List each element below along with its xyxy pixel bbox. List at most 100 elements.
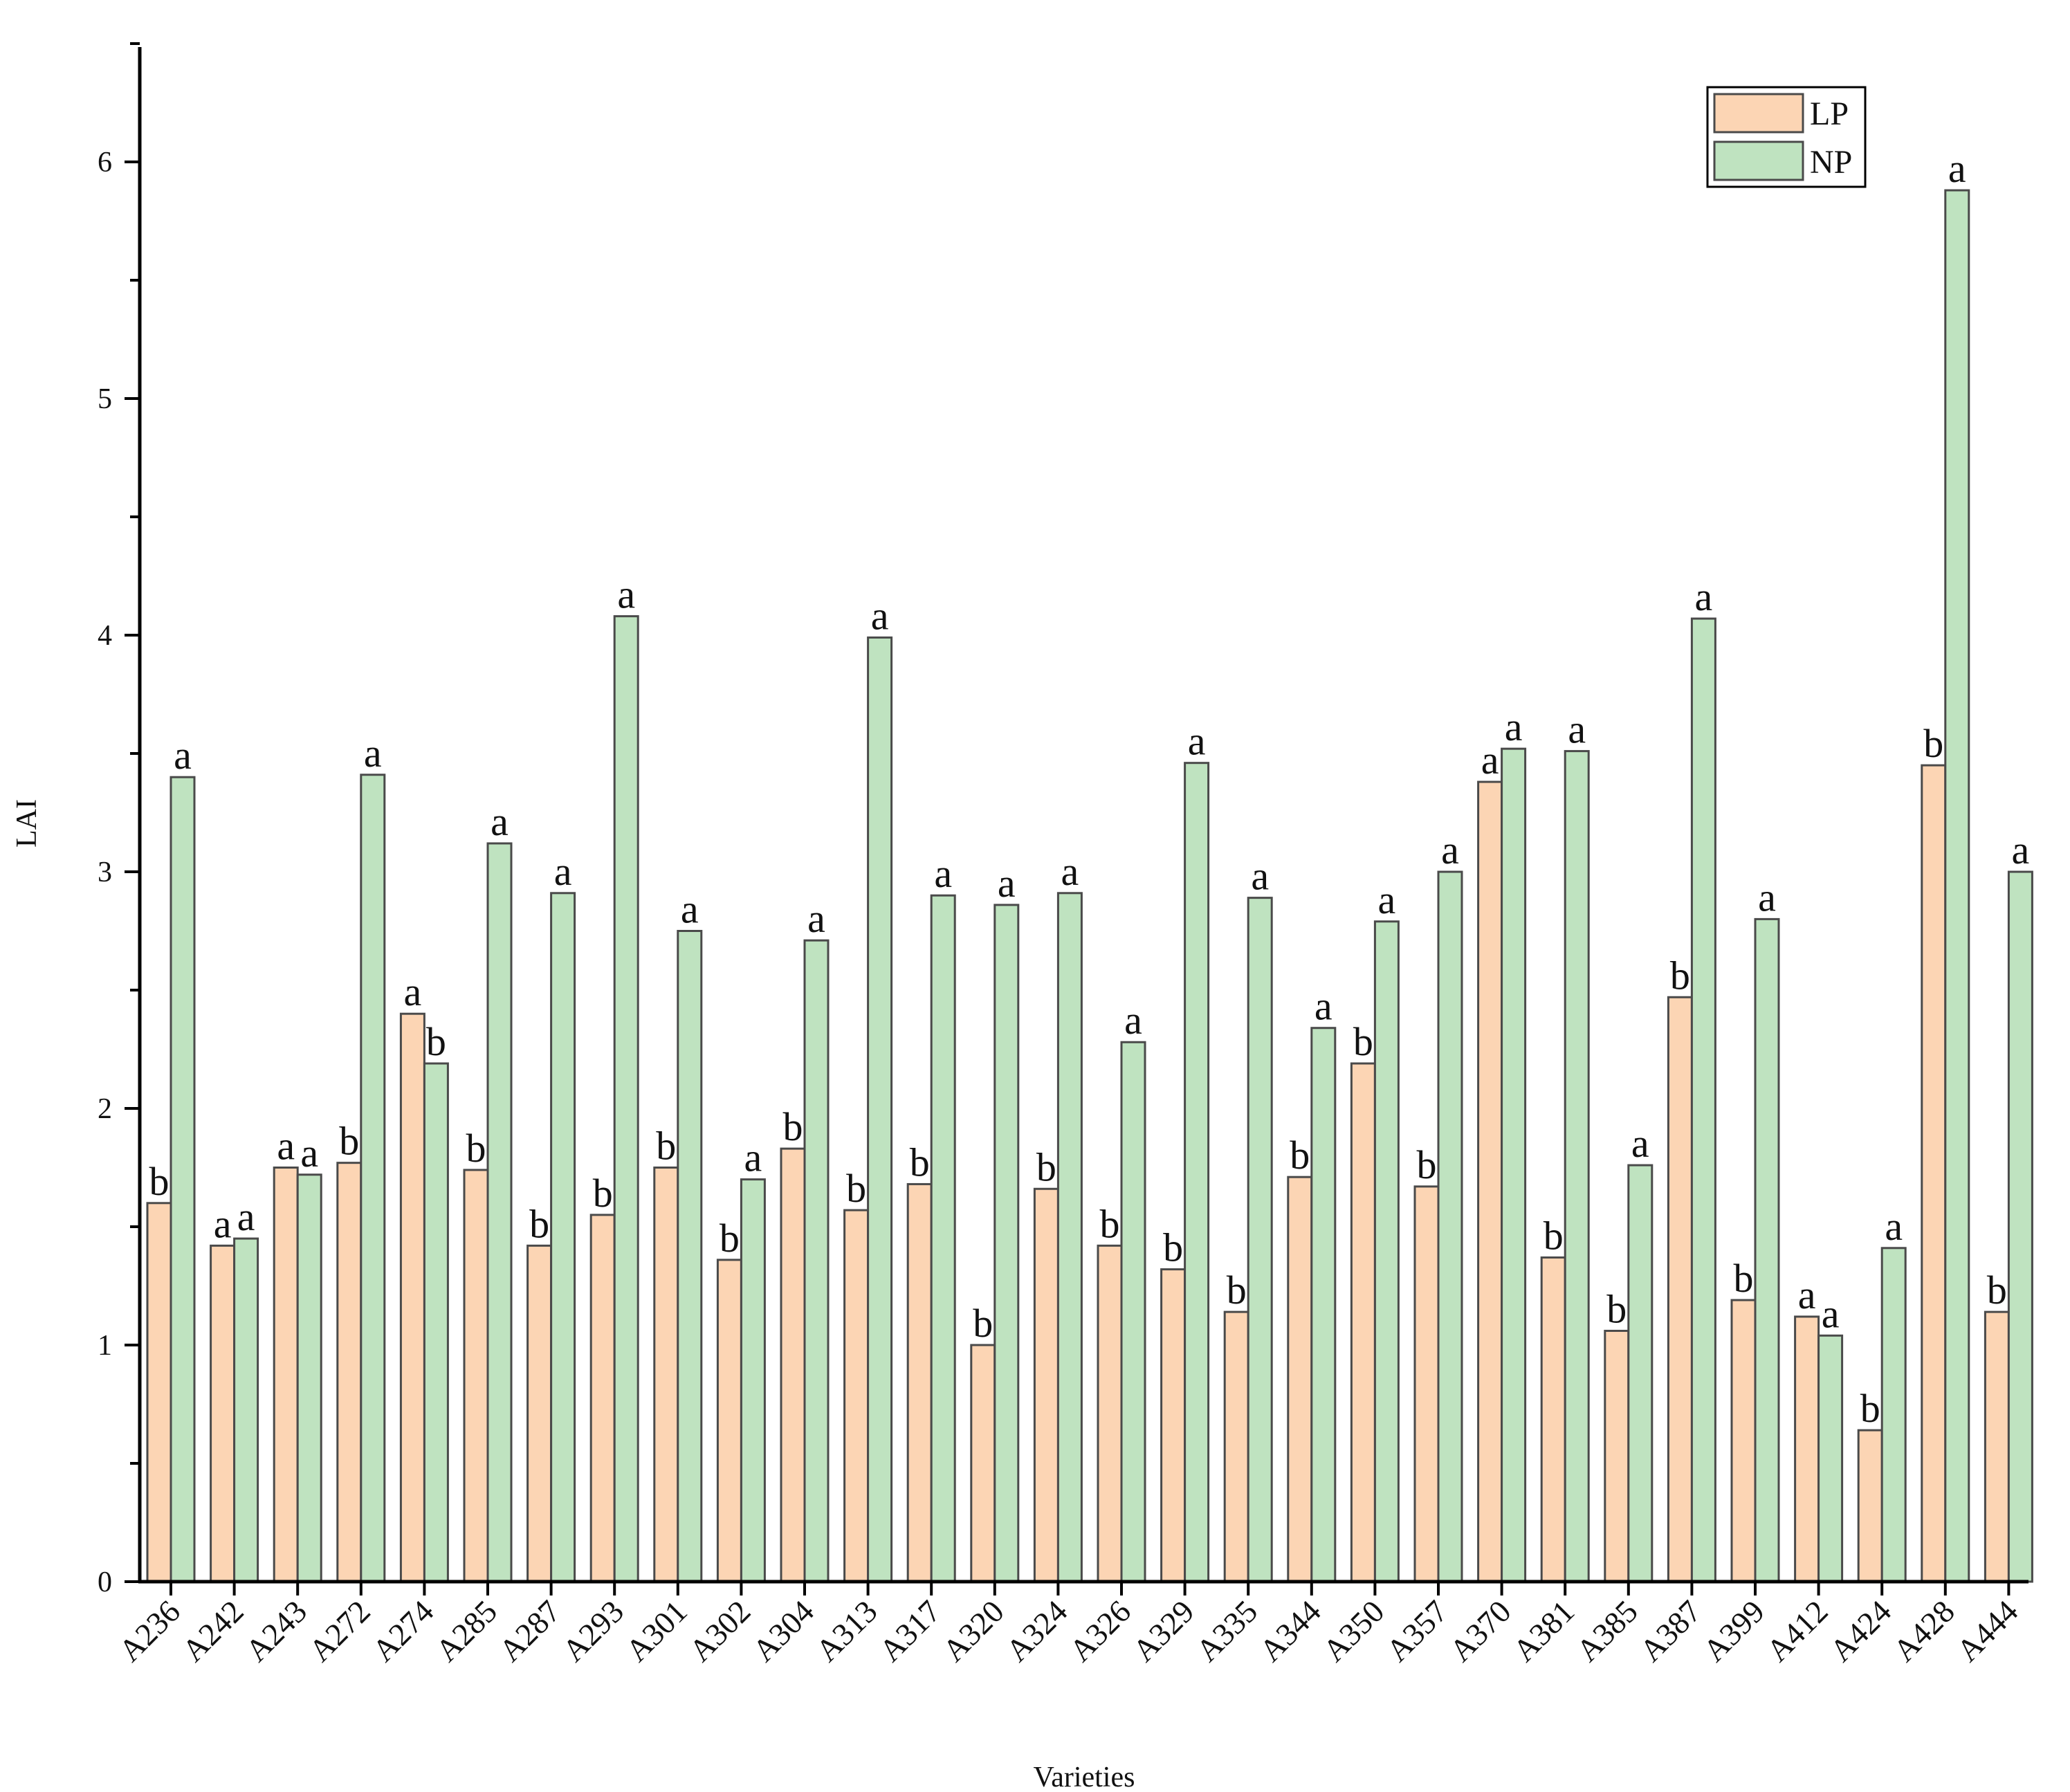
bar-np-a357	[1437, 870, 1463, 1583]
sig-label-np-a424: a	[1885, 1204, 1903, 1249]
sig-label-lp-a293: b	[593, 1171, 613, 1216]
bar-np-a243	[296, 1173, 322, 1583]
bar-np-a381	[1564, 750, 1590, 1583]
bar-np-a399	[1754, 917, 1780, 1583]
x-tick-label-a344: A344	[1253, 1593, 1328, 1668]
bars-layer	[146, 189, 2033, 1583]
sig-label-lp-a313: b	[846, 1166, 866, 1211]
legend-label-np: NP	[1810, 144, 1852, 181]
sig-label-lp-a304: b	[783, 1104, 803, 1149]
sig-label-np-a428: a	[1948, 146, 1966, 191]
legend-label-lp: LP	[1810, 95, 1849, 132]
sig-label-np-a304: a	[807, 896, 825, 941]
sig-label-np-a243: a	[300, 1131, 318, 1176]
sig-label-lp-a428: b	[1923, 721, 1943, 766]
sig-label-lp-a381: b	[1544, 1213, 1564, 1258]
bar-lp-a287	[526, 1244, 553, 1583]
bar-lp-a243	[273, 1167, 299, 1583]
bar-lp-a320	[970, 1344, 996, 1583]
bar-lp-a424	[1857, 1429, 1883, 1583]
sig-label-lp-a424: b	[1860, 1386, 1880, 1431]
bar-lp-a428	[1921, 764, 1947, 1583]
sig-label-lp-a370: a	[1481, 738, 1499, 783]
sig-label-lp-a320: b	[973, 1301, 993, 1346]
bar-np-a236	[170, 776, 196, 1583]
y-tick-label: 2	[98, 1093, 112, 1125]
bar-lp-a344	[1287, 1176, 1313, 1583]
x-tick-label-a304: A304	[746, 1593, 821, 1668]
sig-label-lp-a344: b	[1290, 1133, 1310, 1178]
sig-label-np-a326: a	[1124, 998, 1142, 1043]
bar-lp-a301	[653, 1167, 679, 1583]
bar-np-a285	[486, 842, 513, 1583]
x-tick-label-a236: A236	[112, 1593, 187, 1668]
bar-np-a320	[993, 904, 1020, 1583]
sig-label-lp-a287: b	[529, 1201, 549, 1246]
bar-lp-a304	[780, 1147, 806, 1583]
bar-lp-a385	[1604, 1329, 1630, 1583]
x-tick-label-a287: A287	[492, 1593, 567, 1668]
sig-label-np-a350: a	[1378, 877, 1396, 922]
legend: LP NP	[1706, 86, 1867, 188]
sig-label-lp-a350: b	[1353, 1019, 1373, 1064]
sig-label-lp-a385: b	[1606, 1286, 1627, 1331]
sig-label-np-a412: a	[1822, 1291, 1840, 1336]
sig-label-np-a370: a	[1505, 704, 1523, 749]
bar-lp-a324	[1033, 1187, 1059, 1583]
sig-label-lp-a357: b	[1417, 1142, 1437, 1187]
sig-label-lp-a285: b	[466, 1126, 486, 1171]
sig-label-lp-a412: a	[1798, 1272, 1816, 1317]
bar-np-a302	[740, 1178, 766, 1583]
x-axis-title: Varieties	[1034, 1762, 1135, 1792]
sig-label-np-a320: a	[998, 861, 1016, 906]
bar-lp-a285	[463, 1169, 489, 1583]
bar-lp-a236	[146, 1202, 172, 1583]
y-tick-label: 0	[98, 1566, 112, 1598]
y-tick-label: 3	[98, 857, 112, 888]
x-tick-label-a444: A444	[1950, 1593, 2024, 1668]
legend-swatch-np	[1713, 140, 1804, 181]
sig-label-np-a313: a	[871, 593, 889, 638]
bar-np-a344	[1310, 1027, 1337, 1583]
bar-np-a324	[1056, 892, 1083, 1583]
bar-lp-a399	[1730, 1299, 1757, 1583]
x-tick-label-a335: A335	[1189, 1593, 1264, 1668]
x-tick-label-a326: A326	[1063, 1593, 1137, 1668]
x-tick-label-a285: A285	[429, 1593, 504, 1668]
sig-label-np-a317: a	[934, 851, 952, 896]
sig-label-lp-a242: a	[214, 1201, 232, 1246]
x-tick-label-a399: A399	[1696, 1593, 1771, 1668]
bar-lp-a370	[1477, 780, 1503, 1583]
bar-lp-a242	[210, 1244, 236, 1583]
bar-np-a385	[1627, 1164, 1654, 1583]
sig-label-lp-a387: b	[1670, 953, 1690, 998]
x-tick-label-a274: A274	[365, 1593, 440, 1668]
bar-lp-a335	[1223, 1310, 1249, 1583]
bar-lp-a381	[1540, 1256, 1566, 1583]
bar-np-a412	[1817, 1334, 1844, 1583]
x-tick-label-a317: A317	[872, 1593, 947, 1668]
x-tick-label-a350: A350	[1316, 1593, 1391, 1668]
bar-np-a313	[867, 636, 893, 1583]
sig-label-np-a293: a	[617, 572, 635, 617]
bar-lp-a412	[1794, 1315, 1820, 1583]
bar-np-a304	[803, 939, 830, 1583]
sig-label-np-a287: a	[554, 849, 572, 894]
bar-np-a272	[360, 774, 386, 1583]
bar-lp-a444	[1984, 1310, 2010, 1583]
sig-label-np-a324: a	[1061, 849, 1079, 894]
bar-lp-a329	[1160, 1268, 1187, 1583]
x-tick-label-a242: A242	[175, 1593, 250, 1668]
bar-np-a370	[1501, 747, 1527, 1583]
sig-label-lp-a399: b	[1734, 1256, 1754, 1301]
bar-lp-a317	[906, 1182, 933, 1583]
bar-np-a326	[1120, 1041, 1146, 1583]
bar-np-a335	[1247, 897, 1273, 1583]
x-tick-label-a301: A301	[619, 1593, 694, 1668]
sig-label-np-a285: a	[491, 799, 509, 844]
sig-label-np-a301: a	[681, 887, 699, 932]
legend-swatch-lp	[1713, 93, 1804, 134]
sig-label-np-a385: a	[1631, 1121, 1649, 1166]
sig-label-np-a302: a	[744, 1135, 762, 1180]
